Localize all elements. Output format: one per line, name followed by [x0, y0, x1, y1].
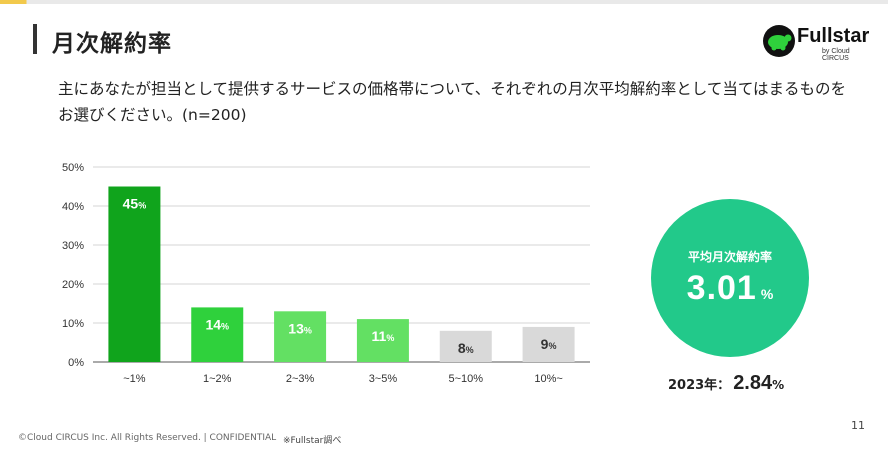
bar-value-label: 9%: [541, 336, 557, 352]
page-title: 月次解約率: [52, 31, 172, 57]
x-tick-label: 5~10%: [448, 373, 483, 385]
previous-year-rate: 2023年： 2.84%: [668, 372, 798, 395]
logo-sub: by Cloud CIRCUS: [822, 48, 850, 62]
top-rule: [0, 0, 888, 4]
average-churn-circle: 平均月次解約率 3.01%: [651, 199, 809, 357]
bar: [274, 311, 327, 362]
page-number: 11: [851, 419, 865, 432]
y-tick-label: 20%: [62, 279, 84, 291]
bar-value-label: 13%: [288, 320, 312, 336]
x-tick-label: 2~3%: [286, 373, 315, 385]
average-churn-unit: %: [760, 286, 774, 302]
average-churn-label: 平均月次解約率: [687, 250, 772, 264]
fullstar-logo: Fullstar by Cloud CIRCUS: [762, 24, 872, 62]
bar-value-label: 45%: [123, 196, 147, 212]
logo-name: Fullstar: [797, 25, 870, 47]
previous-year-label: 2023年：: [668, 378, 731, 393]
y-tick-label: 30%: [62, 240, 84, 252]
bar: [522, 326, 575, 362]
bar-value-label: 8%: [458, 340, 474, 356]
y-tick-label: 50%: [62, 162, 84, 174]
bar: [191, 307, 244, 362]
previous-year-number: 2.84: [733, 372, 773, 394]
turtle-logo-icon: [763, 25, 795, 57]
x-tick-label: 10%~: [534, 373, 562, 385]
bar: [356, 319, 409, 362]
y-tick-label: 0%: [68, 357, 84, 369]
average-churn-value: 3.01%: [651, 269, 809, 308]
title-accent-bar: [33, 24, 37, 54]
survey-question: 主にあなたが担当として提供するサービスの価格帯について、それぞれの月次平均解約率…: [58, 80, 847, 124]
y-tick-label: 40%: [62, 201, 84, 213]
bar-value-label: 11%: [372, 328, 395, 344]
footer-copyright: ©Cloud CIRCUS Inc. All Rights Reserved. …: [18, 433, 277, 443]
previous-year-unit: %: [772, 378, 785, 392]
bar-value-label: 14%: [205, 316, 229, 332]
footer-source: ※Fullstar調べ: [283, 436, 342, 446]
average-churn-number: 3.01: [686, 269, 757, 307]
x-tick-label: 1~2%: [203, 373, 232, 385]
bar: [439, 330, 492, 362]
x-tick-label: 3~5%: [369, 373, 398, 385]
x-tick-label: ~1%: [123, 373, 146, 385]
y-tick-label: 10%: [62, 318, 84, 330]
bar: [108, 186, 161, 362]
